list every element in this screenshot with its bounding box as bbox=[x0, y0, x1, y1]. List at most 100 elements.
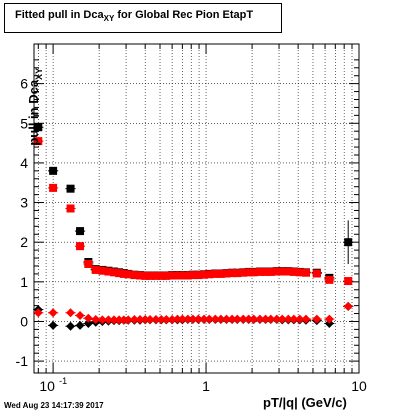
data-point-diamond bbox=[312, 314, 322, 324]
data-point-square bbox=[289, 267, 298, 276]
data-point-diamond bbox=[75, 311, 85, 321]
data-point-diamond bbox=[324, 314, 334, 324]
plot-frame bbox=[33, 43, 360, 374]
data-point-square bbox=[312, 269, 321, 278]
data-point-diamond bbox=[66, 308, 76, 318]
data-point-diamond bbox=[238, 314, 248, 324]
y-axis-label: pull in DcaXY bbox=[26, 52, 44, 162]
y-axis-label-subscript: XY bbox=[33, 67, 44, 80]
y-tick-label: 1 bbox=[20, 274, 28, 290]
data-point-square bbox=[266, 267, 275, 276]
data-point-square bbox=[124, 270, 133, 279]
data-point-diamond bbox=[295, 314, 305, 324]
data-point-diamond bbox=[343, 301, 353, 311]
data-point-square bbox=[115, 269, 124, 278]
data-point-diamond bbox=[83, 313, 93, 323]
data-point-diamond bbox=[289, 314, 299, 324]
data-point-diamond bbox=[123, 315, 133, 325]
x-tick-label: 1 bbox=[202, 378, 210, 394]
data-point-diamond bbox=[97, 315, 107, 325]
data-point-diamond bbox=[193, 314, 203, 324]
y-tick-label: 0 bbox=[20, 313, 28, 329]
data-point-diamond bbox=[151, 314, 161, 324]
data-point-square bbox=[49, 183, 58, 192]
data-point-diamond bbox=[66, 321, 76, 331]
data-point-diamond bbox=[266, 314, 276, 324]
data-point-square bbox=[34, 123, 43, 132]
data-point-diamond bbox=[177, 314, 187, 324]
data-point-square bbox=[211, 269, 220, 278]
data-point-diamond bbox=[167, 314, 177, 324]
axis-tick-labels: -1 0 1 2 3 4 5 6 10 -1 1 10 bbox=[16, 76, 367, 394]
data-point-square bbox=[205, 270, 214, 279]
data-point-diamond bbox=[227, 314, 237, 324]
data-point-square bbox=[228, 269, 237, 278]
data-point-diamond bbox=[48, 308, 58, 318]
data-marks bbox=[33, 123, 354, 331]
data-point-diamond bbox=[301, 314, 311, 324]
data-point-diamond bbox=[210, 314, 220, 324]
title-suffix: for Global Rec Pion EtapT bbox=[114, 9, 254, 21]
data-point-diamond bbox=[83, 318, 93, 328]
data-point-square bbox=[136, 271, 145, 280]
data-point-square bbox=[239, 268, 248, 277]
data-point-square bbox=[194, 271, 203, 280]
data-point-diamond bbox=[249, 314, 259, 324]
data-point-square bbox=[200, 270, 209, 279]
data-point-square bbox=[344, 277, 353, 286]
data-point-square bbox=[255, 267, 264, 276]
data-point-diamond bbox=[129, 314, 139, 324]
data-point-diamond bbox=[103, 315, 113, 325]
x-tick-label: 10 bbox=[351, 378, 367, 394]
data-point-square bbox=[162, 271, 171, 280]
y-axis-label-main: pull in Dca bbox=[26, 79, 42, 146]
data-point-diamond bbox=[188, 314, 198, 324]
y-tick-label: 3 bbox=[20, 195, 28, 211]
data-point-square bbox=[76, 227, 85, 236]
data-point-diamond bbox=[272, 314, 282, 324]
x-tick-label-exponent: -1 bbox=[59, 376, 67, 386]
data-point-diamond bbox=[221, 314, 231, 324]
data-point-square bbox=[91, 265, 100, 274]
chart-title-box: Fitted pull in DcaXY for Global Rec Pion… bbox=[4, 3, 282, 33]
data-point-square bbox=[145, 271, 154, 280]
title-prefix: Fitted pull in Dca bbox=[15, 9, 104, 21]
data-point-square bbox=[34, 137, 43, 146]
data-point-diamond bbox=[91, 314, 101, 324]
data-point-square bbox=[66, 204, 75, 213]
data-point-square bbox=[261, 267, 270, 276]
data-point-square bbox=[325, 275, 334, 284]
data-point-diamond bbox=[232, 314, 242, 324]
data-point-diamond bbox=[135, 314, 145, 324]
data-point-square bbox=[249, 268, 258, 277]
data-point-diamond bbox=[199, 314, 209, 324]
data-point-square bbox=[168, 271, 177, 280]
data-point-diamond bbox=[145, 314, 155, 324]
data-point-diamond bbox=[161, 314, 171, 324]
date-stamp: Wed Aug 23 14:17:39 2017 bbox=[4, 401, 104, 410]
y-tick-label: 5 bbox=[20, 115, 28, 131]
title-subscript: XY bbox=[103, 14, 115, 24]
data-point-diamond bbox=[48, 320, 58, 330]
data-point-square bbox=[222, 269, 231, 278]
data-point-square bbox=[151, 271, 160, 280]
data-point-diamond bbox=[283, 314, 293, 324]
data-point-diamond bbox=[255, 314, 265, 324]
data-point-square bbox=[188, 271, 197, 280]
y-tick-label: -1 bbox=[16, 353, 29, 369]
x-tick-label: 10 bbox=[39, 378, 55, 394]
data-point-diamond bbox=[75, 320, 85, 330]
data-point-square bbox=[295, 268, 304, 277]
chart-title: Fitted pull in DcaXY for Global Rec Pion… bbox=[15, 9, 253, 23]
data-point-square bbox=[104, 267, 113, 276]
grid-lines bbox=[34, 44, 360, 373]
y-tick-label: 2 bbox=[20, 234, 28, 250]
data-point-diamond bbox=[277, 314, 287, 324]
y-tick-label: 4 bbox=[20, 155, 28, 171]
data-point-square bbox=[284, 267, 293, 276]
data-point-diamond bbox=[204, 314, 214, 324]
data-point-diamond bbox=[261, 314, 271, 324]
data-point-square bbox=[216, 269, 225, 278]
data-point-square bbox=[66, 184, 75, 193]
data-point-diamond bbox=[33, 308, 43, 318]
